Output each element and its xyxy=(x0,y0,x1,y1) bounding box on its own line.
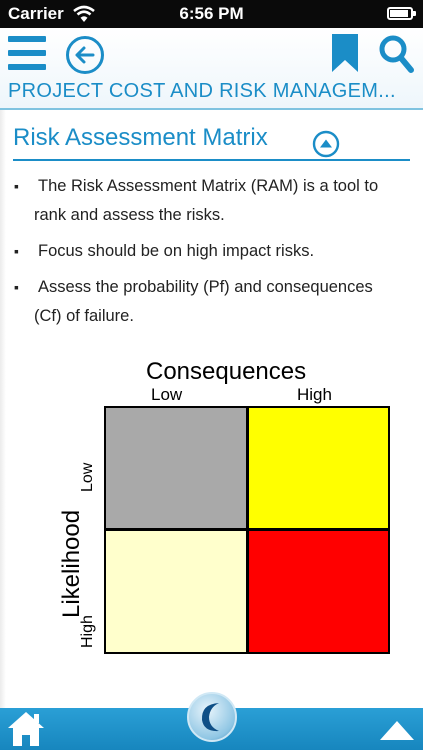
section-title: Risk Assessment Matrix xyxy=(13,124,268,151)
bullet-marker: ▪ xyxy=(14,243,19,259)
search-icon[interactable] xyxy=(378,34,414,74)
menu-icon[interactable] xyxy=(8,34,46,72)
back-arrow-icon[interactable] xyxy=(66,36,104,74)
course-title: PROJECT COST AND RISK MANAGEM... xyxy=(8,80,396,102)
list-item: ▪ Assess the probability (Pf) and conseq… xyxy=(14,273,404,331)
cell-high-likelihood-high-consequence xyxy=(249,531,388,652)
row-label-high: High xyxy=(79,615,96,648)
list-item: ▪ Focus should be on high impact risks. xyxy=(14,237,404,266)
bullet-marker: ▪ xyxy=(14,279,19,295)
content-card: Risk Assessment Matrix ▪ The Risk Assess… xyxy=(0,110,423,708)
bullet-text: Assess the probability (Pf) and conseque… xyxy=(34,278,373,325)
chevron-up-icon[interactable] xyxy=(312,130,340,158)
matrix-heading: Consequences xyxy=(146,358,307,385)
status-bar: Carrier 6:56 PM xyxy=(0,0,423,28)
bullet-marker: ▪ xyxy=(14,178,19,194)
battery-icon xyxy=(387,7,416,20)
row-axis-label: Likelihood xyxy=(58,509,85,618)
app-logo-icon[interactable] xyxy=(187,692,237,742)
app-header: PROJECT COST AND RISK MANAGEM... xyxy=(0,28,423,108)
arrow-up-icon[interactable] xyxy=(378,718,416,742)
wifi-icon xyxy=(73,5,95,22)
bookmark-icon[interactable] xyxy=(330,34,360,72)
column-label-high: High xyxy=(297,385,332,404)
card-left-shadow xyxy=(0,110,6,708)
row-label-low: Low xyxy=(79,462,96,492)
column-label-low: Low xyxy=(151,385,183,404)
clock: 6:56 PM xyxy=(179,4,244,23)
carrier-label: Carrier xyxy=(8,4,64,23)
cell-low-likelihood-high-consequence xyxy=(249,408,388,528)
cell-high-likelihood-low-consequence xyxy=(106,531,246,652)
home-icon[interactable] xyxy=(6,708,46,748)
matrix-grid xyxy=(104,406,390,654)
risk-matrix-diagram: Consequences Low High Likelihood Low Hig… xyxy=(0,350,423,670)
bullet-list: ▪ The Risk Assessment Matrix (RAM) is a … xyxy=(14,172,404,338)
list-item: ▪ The Risk Assessment Matrix (RAM) is a … xyxy=(14,172,404,230)
cell-low-likelihood-low-consequence xyxy=(106,408,246,528)
bullet-text: Focus should be on high impact risks. xyxy=(38,242,315,260)
bottom-toolbar xyxy=(0,692,423,750)
bullet-text: The Risk Assessment Matrix (RAM) is a to… xyxy=(34,177,379,224)
section-divider xyxy=(13,159,410,161)
